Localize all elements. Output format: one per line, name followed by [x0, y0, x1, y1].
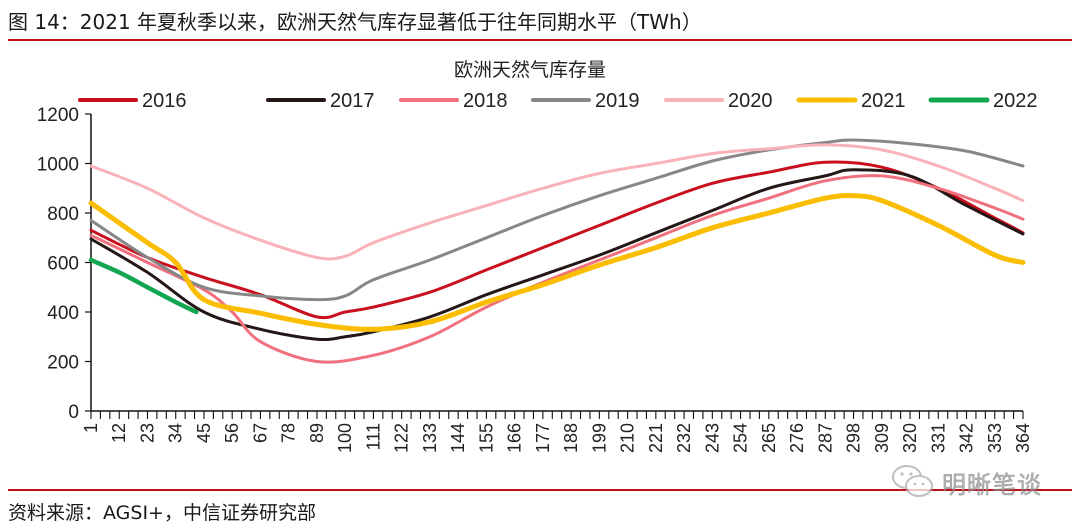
x-tick-label: 265: [759, 423, 779, 453]
x-tick-label: 111: [363, 423, 383, 450]
x-tick-label: 188: [561, 423, 581, 453]
y-tick-label: 800: [47, 204, 79, 225]
y-tick-label: 400: [47, 303, 79, 324]
watermark: 明晰笔谈: [890, 462, 1042, 502]
legend-label-2020: 2020: [728, 90, 773, 112]
x-tick-label: 12: [109, 423, 129, 443]
x-tick-label: 199: [589, 423, 609, 453]
source-note: 资料来源：AGSI+，中信证券研究部: [8, 502, 316, 524]
watermark-text: 明晰笔谈: [942, 470, 1042, 499]
y-tick-label: 200: [47, 353, 79, 374]
x-tick-label: 166: [505, 423, 525, 453]
x-tick-label: 155: [476, 423, 496, 453]
x-tick-label: 254: [731, 423, 751, 453]
chart-title: 欧洲天然气库存量: [454, 59, 606, 81]
x-tick-label: 298: [844, 423, 864, 453]
y-tick-label: 600: [47, 254, 79, 275]
legend-label-2021: 2021: [861, 90, 906, 112]
x-tick-label: 210: [618, 423, 638, 453]
x-tick-label: 78: [279, 423, 299, 443]
x-tick-label: 331: [928, 423, 948, 453]
y-tick-label: 0: [68, 402, 79, 423]
title-divider: [8, 39, 1072, 41]
x-tick-label: 353: [985, 423, 1005, 453]
x-tick-label: 287: [815, 423, 835, 453]
series-line-2017: [89, 168, 1025, 342]
source-divider: [8, 489, 1072, 491]
x-tick-label: 34: [166, 423, 186, 443]
x-tick-label: 56: [222, 423, 242, 443]
legend-label-2022: 2022: [993, 90, 1038, 112]
legend-label-2016: 2016: [142, 90, 187, 112]
figure-title: 图 14：2021 年夏秋季以来，欧洲天然气库存显著低于往年同期水平（TWh）: [8, 10, 702, 34]
series-line-2021: [88, 193, 1026, 332]
x-tick-label: 100: [335, 423, 355, 453]
series-line-2019: [89, 138, 1025, 302]
x-tick-label: 364: [1013, 423, 1033, 453]
x-tick-label: 133: [420, 423, 440, 453]
x-tick-label: 45: [194, 423, 214, 443]
x-tick-label: 221: [646, 423, 666, 453]
y-tick-label: 1000: [37, 155, 79, 176]
series-line-2020: [89, 143, 1025, 261]
x-tick-label: 89: [307, 423, 327, 443]
axes: 0 200 400 600 800 1000 1200 1 12 23 34 45 56 67 78 89 10…: [37, 105, 1033, 453]
wechat-icon: [892, 465, 933, 497]
y-tick-label: 1200: [37, 105, 79, 126]
x-tick-label: 320: [900, 423, 920, 453]
x-tick-label: 276: [787, 423, 807, 453]
series-lines: [88, 138, 1026, 364]
x-tick-label: 177: [533, 423, 553, 453]
x-tick-label: 243: [702, 423, 722, 453]
x-tick-label: 144: [448, 423, 468, 453]
legend-label-2017: 2017: [330, 90, 375, 112]
x-tick-label: 309: [872, 423, 892, 453]
x-tick-label: 23: [137, 423, 157, 443]
x-tick-label: 122: [392, 423, 412, 453]
legend: 2016 2017 2018 2019 2020 2021 2022: [78, 90, 1038, 112]
series-line-2022: [88, 257, 199, 315]
x-tick-label: 342: [957, 423, 977, 453]
legend-label-2018: 2018: [463, 90, 508, 112]
legend-label-2019: 2019: [595, 90, 640, 112]
x-tick-label: 1: [81, 423, 101, 433]
x-tick-label: 232: [674, 423, 694, 453]
x-tick-label: 67: [250, 423, 270, 443]
chart: 欧洲天然气库存量 2016 2017 2018 2019 2020 2021 2022 0 2…: [37, 59, 1038, 453]
